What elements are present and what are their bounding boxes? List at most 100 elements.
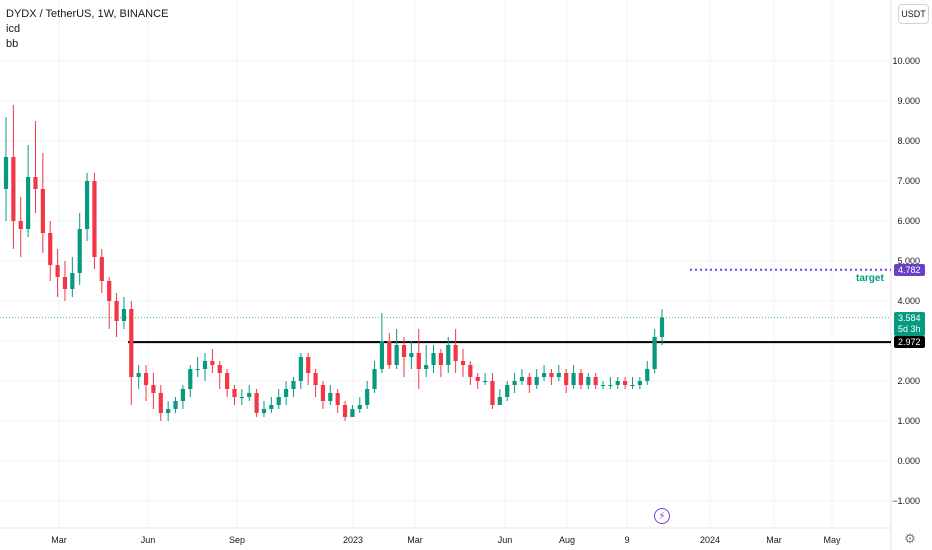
candle-body <box>99 257 104 281</box>
candle-body <box>564 373 569 385</box>
candle-body <box>549 373 554 377</box>
candle-body <box>600 385 606 386</box>
candle-body <box>645 369 650 381</box>
candle-body <box>136 373 141 377</box>
candle-body <box>166 409 171 413</box>
y-tick-label: −1.000 <box>892 496 920 506</box>
candle-body <box>468 365 473 377</box>
candle-body <box>320 385 326 401</box>
candle-body <box>401 345 407 357</box>
candle-body <box>328 393 333 401</box>
y-tick-label: 8.000 <box>897 136 920 146</box>
candle-body <box>269 405 274 409</box>
candle-body <box>276 397 281 405</box>
candle-body <box>365 389 370 405</box>
candle-body <box>180 389 185 401</box>
y-tick-label: 2.000 <box>897 376 920 386</box>
y-tick-label: 4.000 <box>897 296 920 306</box>
target-price-tag: 4.782 <box>894 264 925 276</box>
candle-body <box>350 409 355 417</box>
candle-body <box>571 373 576 385</box>
x-tick-label: Aug <box>559 535 575 545</box>
indicator-icd[interactable]: icd <box>6 23 21 35</box>
candle-body <box>497 397 502 405</box>
candle-body <box>306 357 311 373</box>
x-tick-label: Mar <box>407 535 423 545</box>
candle-body <box>453 345 458 361</box>
candle-body <box>460 361 466 365</box>
candle-body <box>48 233 53 265</box>
candle-body <box>55 265 60 277</box>
last-price-value: 3.584 <box>898 313 921 323</box>
candle-body <box>483 381 488 382</box>
candle-body <box>188 369 193 389</box>
y-tick-label: 1.000 <box>897 416 920 426</box>
candle-body <box>416 353 421 369</box>
candle-body <box>283 389 289 397</box>
currency-button[interactable]: USDT <box>898 4 929 24</box>
candle-body <box>121 309 127 321</box>
candle-body <box>593 377 598 385</box>
candle-body <box>225 373 230 389</box>
last-price-tag: 3.584 5d 3h <box>894 312 925 336</box>
x-tick-label: Mar <box>51 535 67 545</box>
lightning-icon[interactable]: ⚡ <box>654 508 670 524</box>
candle-body <box>446 345 451 365</box>
x-tick-label: Jun <box>141 535 156 545</box>
candle-body <box>652 337 657 369</box>
x-tick-label: Jun <box>498 535 513 545</box>
candle-body <box>409 353 414 357</box>
candle-body <box>424 365 429 369</box>
y-tick-label: 7.000 <box>897 176 920 186</box>
indicator-bb[interactable]: bb <box>6 38 19 50</box>
candle-body <box>512 381 517 385</box>
bar-countdown: 5d 3h <box>898 324 921 334</box>
candle-body <box>505 385 510 397</box>
candle-body <box>578 373 584 385</box>
candle-body <box>261 409 267 413</box>
level-price-tag: 2.972 <box>894 336 925 348</box>
candle-body <box>298 357 303 381</box>
candle-body <box>659 317 665 337</box>
candle-body <box>357 405 362 409</box>
chart-legend: DYDX / TetherUS, 1W, BINANCE icd bb <box>6 7 168 52</box>
x-tick-label: Sep <box>229 535 245 545</box>
y-tick-label: 10.000 <box>892 56 920 66</box>
candle-body <box>490 381 495 405</box>
candle-body <box>372 369 377 389</box>
y-tick-label: 9.000 <box>897 96 920 106</box>
candle-body <box>335 393 340 405</box>
candle-body <box>519 377 525 381</box>
candle-body <box>623 381 628 385</box>
candle-body <box>379 341 385 369</box>
candle-body <box>217 365 222 373</box>
x-tick-label: 9 <box>624 535 629 545</box>
candle-body <box>431 353 436 365</box>
candle-body <box>387 341 392 365</box>
candle-body <box>151 385 156 393</box>
candle-body <box>158 393 163 413</box>
candle-body <box>541 373 547 377</box>
candle-body <box>232 389 237 397</box>
candle-body <box>438 353 443 365</box>
candle-body <box>291 381 296 389</box>
candle-body <box>84 181 90 229</box>
candle-body <box>534 377 539 385</box>
candle-body <box>11 157 16 221</box>
candle-body <box>586 377 591 385</box>
x-tick-label: Mar <box>766 535 782 545</box>
target-label: target <box>856 273 884 284</box>
candle-body <box>173 401 178 409</box>
candle-body <box>143 373 149 385</box>
candle-body <box>556 373 561 377</box>
candle-body <box>70 273 75 289</box>
candle-body <box>254 393 259 413</box>
candle-body <box>77 229 82 273</box>
candle-body <box>33 177 38 189</box>
candle-body <box>26 177 31 229</box>
gear-icon[interactable]: ⚙ <box>904 531 916 546</box>
candle-body <box>475 377 480 381</box>
symbol-title[interactable]: DYDX / TetherUS, 1W, BINANCE <box>6 8 169 20</box>
candle-body <box>615 381 620 385</box>
